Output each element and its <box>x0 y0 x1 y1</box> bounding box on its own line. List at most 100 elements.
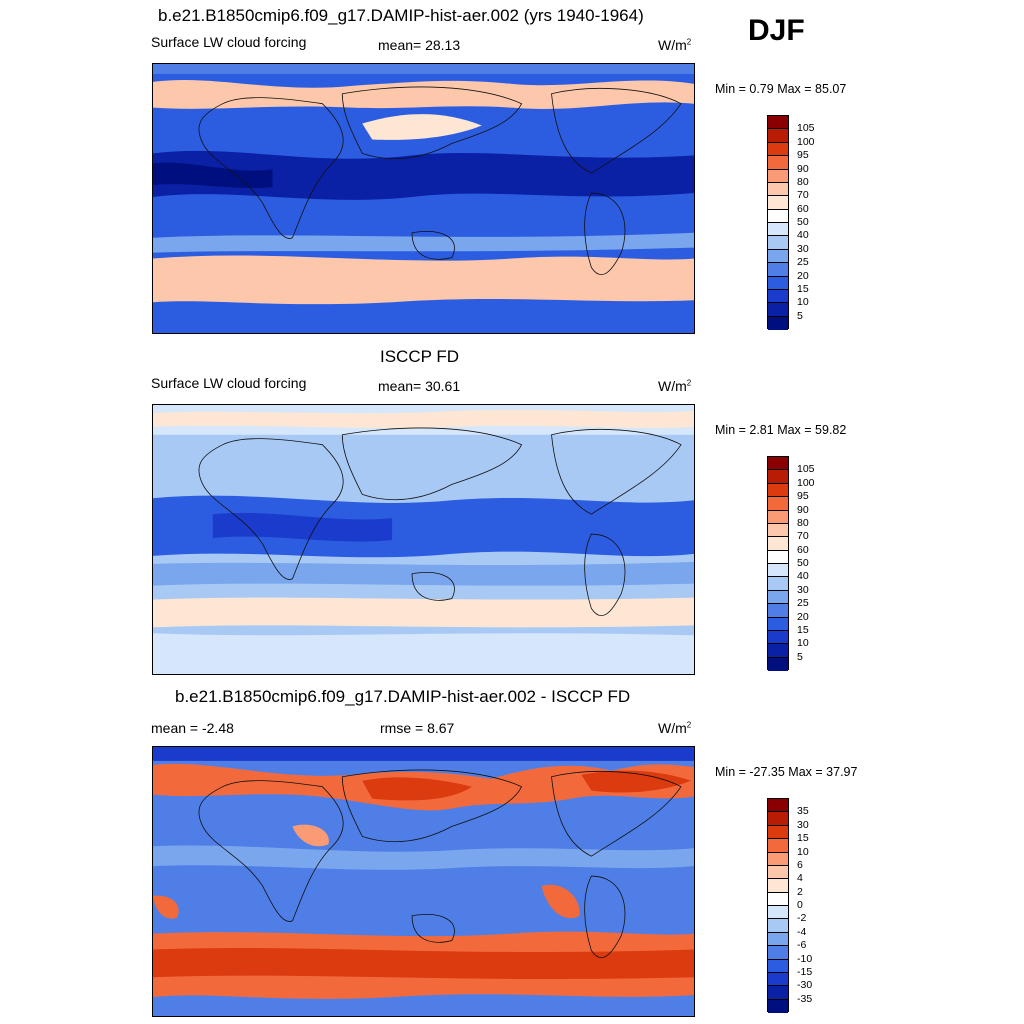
colorbar-swatch <box>768 537 788 551</box>
colorbar-swatch <box>768 483 788 498</box>
colorbar-swatch <box>768 630 788 645</box>
panel-2-minmax: Min = 2.81 Max = 59.82 <box>715 423 847 437</box>
panel-1-variable-label: Surface LW cloud forcing <box>151 34 307 50</box>
colorbar-tick-label: 10 <box>797 296 809 309</box>
colorbar-swatch <box>768 182 788 197</box>
panel-3-colorbar <box>767 798 789 1013</box>
colorbar-tick-label: 25 <box>797 256 809 269</box>
colorbar-tick-label: 15 <box>797 832 809 845</box>
colorbar-swatch <box>768 972 788 987</box>
colorbar-tick-label: 35 <box>797 805 809 818</box>
colorbar-tick-label: -30 <box>797 979 813 992</box>
colorbar-tick-label: 105 <box>797 463 815 476</box>
colorbar-tick-label: 90 <box>797 162 809 175</box>
panel-3-minmax: Min = -27.35 Max = 37.97 <box>715 765 858 779</box>
colorbar-swatch <box>768 999 788 1013</box>
colorbar-swatch <box>768 236 788 250</box>
colorbar-tick-label: -6 <box>797 939 807 952</box>
panel-2-mean-label: mean= 30.61 <box>378 378 461 394</box>
colorbar-tick-label: 90 <box>797 503 809 516</box>
colorbar-tick-label: 20 <box>797 610 809 623</box>
colorbar-tick-label: 25 <box>797 597 809 610</box>
colorbar-tick-label: -35 <box>797 992 813 1005</box>
colorbar-tick-label: 15 <box>797 282 809 295</box>
colorbar-tick-label: 2 <box>797 885 803 898</box>
colorbar-swatch <box>768 644 788 658</box>
colorbar-swatch <box>768 906 788 920</box>
colorbar-swatch <box>768 590 788 605</box>
panel-2-units: W/m2 <box>658 378 692 394</box>
colorbar-swatch <box>768 457 788 471</box>
colorbar-swatch <box>768 959 788 973</box>
panel-1-map <box>152 63 695 334</box>
colorbar-tick-label: 50 <box>797 557 809 569</box>
colorbar-swatch <box>768 263 788 277</box>
colorbar-tick-label: -15 <box>797 965 813 978</box>
colorbar-swatch <box>768 276 788 290</box>
panel-1-colorbar <box>767 115 789 330</box>
colorbar-swatch <box>768 617 788 631</box>
colorbar-tick-label: 15 <box>797 623 809 636</box>
colorbar-swatch <box>768 946 788 960</box>
colorbar-swatch <box>768 657 788 671</box>
colorbar-tick-label: 30 <box>797 583 809 596</box>
colorbar-tick-label: 95 <box>797 149 809 162</box>
colorbar-tick-label: 60 <box>797 202 809 215</box>
colorbar-tick-label: 105 <box>797 122 815 135</box>
panel-2-title: ISCCP FD <box>380 347 460 366</box>
colorbar-swatch <box>768 932 788 947</box>
colorbar-swatch <box>768 812 788 826</box>
panel-2-map <box>152 404 695 675</box>
colorbar-swatch <box>768 523 788 538</box>
colorbar-tick-label: 50 <box>797 216 809 228</box>
panel-1-minmax: Min = 0.79 Max = 85.07 <box>715 82 847 96</box>
colorbar-tick-label: 30 <box>797 818 809 831</box>
colorbar-swatch <box>768 865 788 880</box>
panel-2-colorbar <box>767 456 789 671</box>
colorbar-tick-label: 10 <box>797 845 809 858</box>
colorbar-tick-label: 0 <box>797 899 803 911</box>
colorbar-swatch <box>768 129 788 143</box>
colorbar-tick-label: -4 <box>797 925 807 938</box>
colorbar-tick-label: 5 <box>797 309 803 322</box>
colorbar-tick-label: 100 <box>797 135 815 148</box>
colorbar-swatch <box>768 919 788 933</box>
panel-3-map <box>152 746 695 1017</box>
colorbar-swatch <box>768 303 788 317</box>
colorbar-swatch <box>768 142 788 157</box>
colorbar-swatch <box>768 209 788 223</box>
colorbar-swatch <box>768 223 788 237</box>
panel-1-mean-label: mean= 28.13 <box>378 37 461 53</box>
colorbar-swatch <box>768 892 788 906</box>
colorbar-swatch <box>768 604 788 618</box>
colorbar-tick-label: 10 <box>797 637 809 650</box>
colorbar-swatch <box>768 156 788 170</box>
colorbar-tick-label: 70 <box>797 189 809 202</box>
colorbar-swatch <box>768 249 788 264</box>
colorbar-swatch <box>768 289 788 304</box>
colorbar-tick-label: -10 <box>797 952 813 965</box>
season-label: DJF <box>748 14 805 47</box>
colorbar-tick-label: 60 <box>797 543 809 556</box>
colorbar-swatch <box>768 839 788 853</box>
colorbar-tick-label: 20 <box>797 269 809 282</box>
colorbar-swatch <box>768 986 788 1000</box>
panel-1-units: W/m2 <box>658 37 692 53</box>
colorbar-swatch <box>768 564 788 578</box>
panel-1-map-plot <box>153 64 694 333</box>
colorbar-tick-label: 80 <box>797 516 809 529</box>
colorbar-swatch <box>768 799 788 813</box>
colorbar-tick-label: 30 <box>797 242 809 255</box>
colorbar-swatch <box>768 510 788 524</box>
colorbar-swatch <box>768 169 788 183</box>
panel-2-variable-label: Surface LW cloud forcing <box>151 375 307 391</box>
colorbar-tick-label: 70 <box>797 530 809 543</box>
colorbar-swatch <box>768 825 788 840</box>
colorbar-tick-label: 95 <box>797 490 809 503</box>
colorbar-swatch <box>768 852 788 866</box>
colorbar-swatch <box>768 196 788 210</box>
panel-3-units: W/m2 <box>658 720 692 736</box>
colorbar-swatch <box>768 470 788 484</box>
panel-2-map-plot <box>153 405 694 674</box>
colorbar-swatch <box>768 116 788 130</box>
